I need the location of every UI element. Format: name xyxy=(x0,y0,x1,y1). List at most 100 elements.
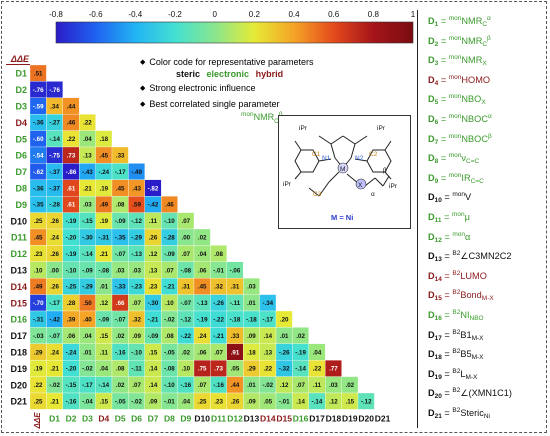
descriptor-d4: D4 = monHOMO xyxy=(428,73,490,87)
heatmap-value: .11 xyxy=(149,218,158,225)
heatmap-value: .44 xyxy=(231,382,240,389)
descriptor-d20: D20 = B2∠(XMN1C1) xyxy=(428,387,512,401)
heatmap-value: .02 xyxy=(296,333,305,340)
heatmap-value: .15 xyxy=(99,333,108,340)
heatmap-value: -.09 xyxy=(148,333,159,340)
heatmap-value: -.27 xyxy=(49,120,60,127)
row-label: D2 xyxy=(15,85,27,95)
heatmap-value: .03 xyxy=(116,267,125,274)
legend-electronic: electronic xyxy=(206,69,250,79)
heatmap-value: -.33 xyxy=(115,284,126,291)
heatmap-value: .33 xyxy=(231,333,240,340)
heatmap-value: -.17 xyxy=(82,382,93,389)
column-label: D10 xyxy=(194,413,210,423)
heatmap-value: .09 xyxy=(132,333,141,340)
row-label: D7 xyxy=(15,167,27,177)
descriptor-d21: D21 = B2StericNi xyxy=(428,407,490,420)
heatmap-value: -.31 xyxy=(33,317,44,324)
heatmap-value: -.19 xyxy=(66,251,77,258)
heatmap-value: .07 xyxy=(132,382,141,389)
row-label: D9 xyxy=(15,200,27,210)
heatmap-value: -.20 xyxy=(66,366,77,373)
heatmap-value: .07 xyxy=(296,382,305,389)
row-label: D4 xyxy=(15,118,27,128)
colorbar-tick-label: 0.2 xyxy=(249,10,261,19)
row-label: D8 xyxy=(15,184,27,194)
descriptor-d7: D7 = monNBOCβ xyxy=(428,132,492,146)
legend-line-2: ◆ Strong electronic influence xyxy=(140,83,256,93)
heatmap-value: .77 xyxy=(329,366,338,373)
heatmap-value: .20 xyxy=(280,317,289,324)
heatmap-value: -.12 xyxy=(361,399,372,406)
colorbar-gradient xyxy=(55,21,414,44)
descriptor-d18: D18 = B2B5M-X xyxy=(428,348,484,362)
label-metal: M xyxy=(340,166,345,173)
heatmap-value: .51 xyxy=(34,71,43,78)
heatmap-value: .08 xyxy=(214,251,223,258)
heatmap-value: .13 xyxy=(83,153,92,160)
descriptor-d2: D2 = monNMRCβ xyxy=(428,34,491,48)
column-label: D2 xyxy=(66,413,77,423)
heatmap-value: -.15 xyxy=(66,382,77,389)
descriptor-d3: D3 = monNMRX xyxy=(428,54,487,68)
heatmap-value: .22 xyxy=(313,366,322,373)
heatmap-value: .01 xyxy=(280,333,289,340)
label-alpha: α xyxy=(371,191,375,198)
heatmap-value: .15 xyxy=(149,349,158,356)
heatmap-value: .04 xyxy=(99,366,108,373)
column-label: D4 xyxy=(98,413,109,423)
heatmap-value: -.02 xyxy=(49,382,60,389)
molecule-structure: iPr iPr iPr iPr N1 N2 C1 C2 C3 M X α β M… xyxy=(278,115,411,229)
heatmap-value: .29 xyxy=(34,349,43,356)
heatmap-value: .23 xyxy=(34,251,43,258)
heatmap-value: -.08 xyxy=(98,267,109,274)
heatmap-value: -.07 xyxy=(180,300,191,307)
heatmap-value: -.03 xyxy=(33,333,44,340)
heatmap-value: .03 xyxy=(132,267,141,274)
row-label: D11 xyxy=(11,233,27,243)
heatmap-value: .12 xyxy=(329,399,338,406)
descriptor-d15: D15 = B2BondM-X xyxy=(428,289,494,303)
heatmap-value: .10 xyxy=(165,300,174,307)
column-label: D15 xyxy=(276,413,292,423)
column-label: D9 xyxy=(180,413,191,423)
legend-code-row: steric electronic hybrid xyxy=(176,69,283,79)
label-n1: N1 xyxy=(322,155,331,162)
heatmap-value: -.49 xyxy=(131,169,142,176)
row-label: D14 xyxy=(10,282,27,292)
heatmap-value: .12 xyxy=(99,300,108,307)
column-label: D16 xyxy=(293,413,309,423)
heatmap-value: .07 xyxy=(181,218,190,225)
heatmap-value: .22 xyxy=(67,136,76,143)
heatmap-value: -.31 xyxy=(98,235,109,242)
heatmap-value: .18 xyxy=(99,136,108,143)
heatmap-value: .21 xyxy=(50,366,59,373)
descriptor-d9: D9 = monIRC=C xyxy=(428,171,484,185)
heatmap-value: .73 xyxy=(67,153,76,160)
heatmap-value: .46 xyxy=(165,202,174,209)
colorbar-tick-label: -0.4 xyxy=(128,10,142,19)
heatmap-value: .08 xyxy=(116,366,125,373)
heatmap-value: -.82 xyxy=(148,185,159,192)
heatmap-value: .11 xyxy=(100,349,109,356)
legend-line-1: ◆ Color code for representative parameter… xyxy=(140,57,314,67)
heatmap-value: -.01 xyxy=(213,267,224,274)
heatmap-value: -.36 xyxy=(33,120,44,127)
heatmap-value: .22 xyxy=(83,120,92,127)
heatmap-value: -.16 xyxy=(115,349,126,356)
heatmap-value: .21 xyxy=(99,251,108,258)
heatmap-value: .09 xyxy=(149,399,158,406)
label-beta: β xyxy=(383,167,387,174)
heatmap-value: -.19 xyxy=(197,317,208,324)
label-c3: C3 xyxy=(313,191,322,198)
heatmap-value: .14 xyxy=(296,399,305,406)
heatmap-value: .01 xyxy=(247,382,256,389)
heatmap-value: .10 xyxy=(34,267,43,274)
colorbar-tick-label: -0.8 xyxy=(49,10,63,19)
heatmap-value: -.30 xyxy=(148,300,159,307)
row-label: D5 xyxy=(15,134,27,144)
heatmap-value: -.76 xyxy=(33,87,44,94)
row-label: D6 xyxy=(15,151,27,161)
heatmap-value: .13 xyxy=(149,267,158,274)
